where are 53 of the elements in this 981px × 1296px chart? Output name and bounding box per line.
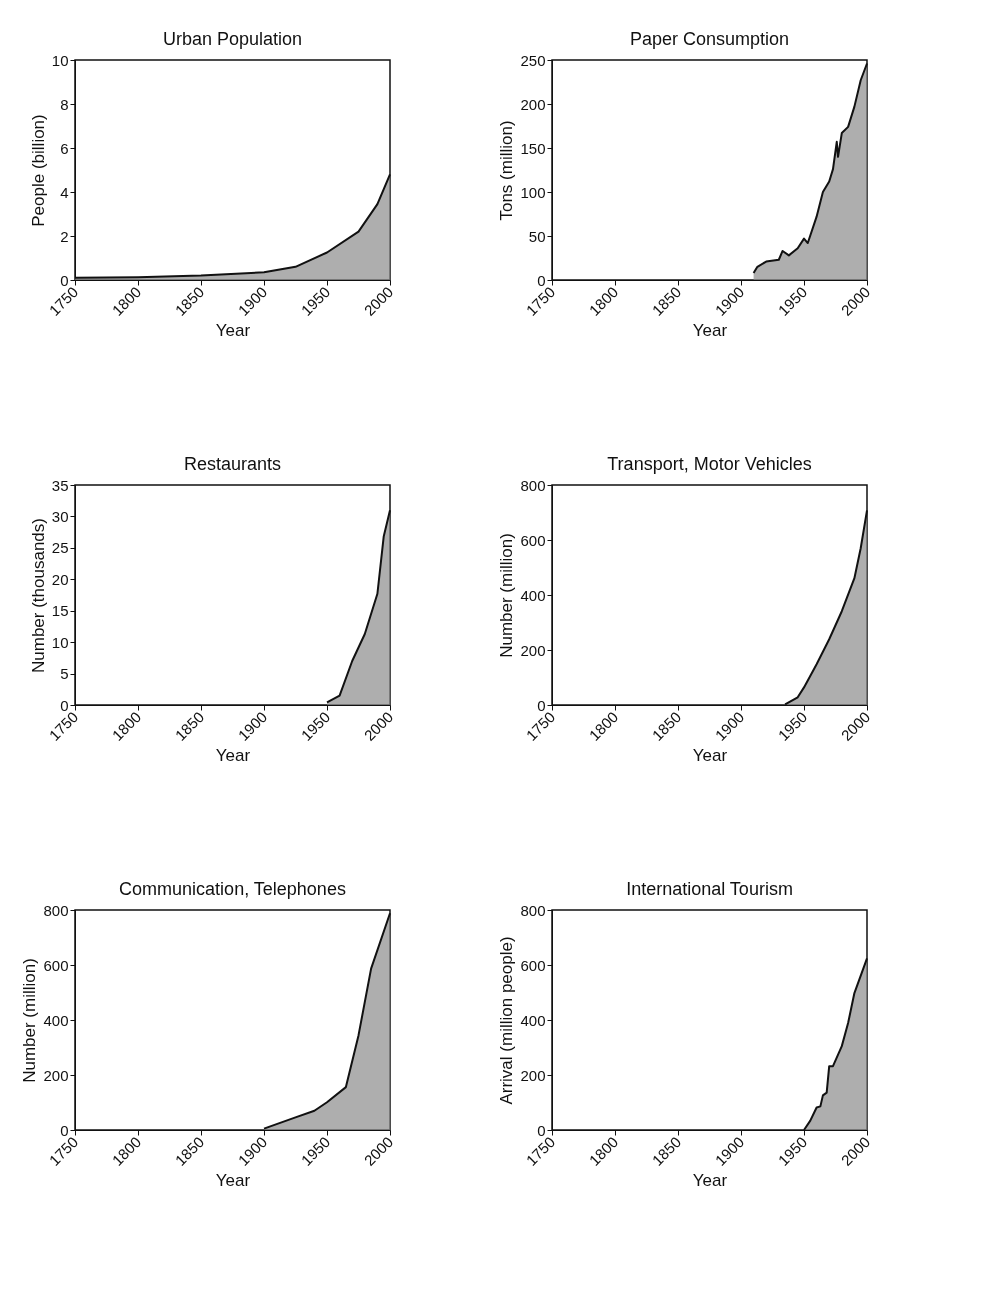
y-tick-label: 200 (520, 641, 546, 659)
y-tick-label: 200 (520, 1066, 546, 1084)
y-axis-title: Tons (million) (497, 120, 517, 221)
y-tick-label: 0 (537, 1121, 546, 1139)
y-tick-label: 15 (51, 602, 69, 620)
y-axis-title: Number (million) (497, 533, 517, 658)
y-tick-label: 600 (520, 956, 546, 974)
y-tick-label: 8 (60, 95, 69, 113)
y-tick-label: 600 (520, 531, 546, 549)
y-tick-label: 0 (60, 271, 69, 289)
x-axis-title: Year (692, 745, 728, 765)
y-tick-label: 200 (43, 1066, 69, 1084)
y-axis-title: People (billion) (28, 114, 48, 227)
y-axis-title: Number (thousands) (28, 518, 48, 673)
y-tick-label: 35 (51, 476, 69, 494)
x-axis-title: Year (215, 745, 251, 765)
y-tick-label: 250 (520, 51, 546, 69)
y-tick-label: 50 (528, 227, 546, 245)
y-tick-label: 20 (51, 570, 69, 588)
chart-title: International Tourism (626, 879, 793, 899)
y-tick-label: 4 (60, 183, 69, 201)
y-tick-label: 400 (520, 1011, 546, 1029)
chart-title: Restaurants (183, 454, 282, 474)
y-tick-label: 800 (43, 901, 69, 919)
y-axis-title: Arrival (million people) (497, 936, 517, 1105)
y-tick-label: 200 (520, 95, 546, 113)
y-tick-label: 400 (43, 1011, 69, 1029)
y-tick-label: 800 (520, 476, 546, 494)
y-tick-label: 6 (60, 139, 69, 157)
y-tick-label: 600 (43, 956, 69, 974)
y-tick-label: 2 (60, 227, 69, 245)
y-tick-label: 5 (60, 665, 69, 683)
y-tick-label: 150 (520, 139, 546, 157)
x-axis-title: Year (692, 320, 728, 340)
y-tick-label: 0 (537, 696, 546, 714)
y-tick-label: 10 (51, 51, 69, 69)
y-tick-label: 0 (60, 1121, 69, 1139)
chart-title: Transport, Motor Vehicles (607, 454, 812, 474)
y-tick-label: 30 (51, 507, 69, 525)
y-tick-label: 400 (520, 586, 546, 604)
y-tick-label: 0 (60, 696, 69, 714)
x-axis-title: Year (215, 1170, 251, 1190)
x-axis-title: Year (692, 1170, 728, 1190)
chart-title: Communication, Telephones (119, 879, 346, 899)
y-tick-label: 100 (520, 183, 546, 201)
y-tick-label: 0 (537, 271, 546, 289)
y-tick-label: 10 (51, 633, 69, 651)
chart-title: Paper Consumption (629, 29, 790, 49)
y-axis-title: Number (million) (20, 958, 40, 1083)
chart-title: Urban Population (162, 29, 303, 49)
x-axis-title: Year (215, 320, 251, 340)
y-tick-label: 25 (51, 539, 69, 557)
y-tick-label: 800 (520, 901, 546, 919)
